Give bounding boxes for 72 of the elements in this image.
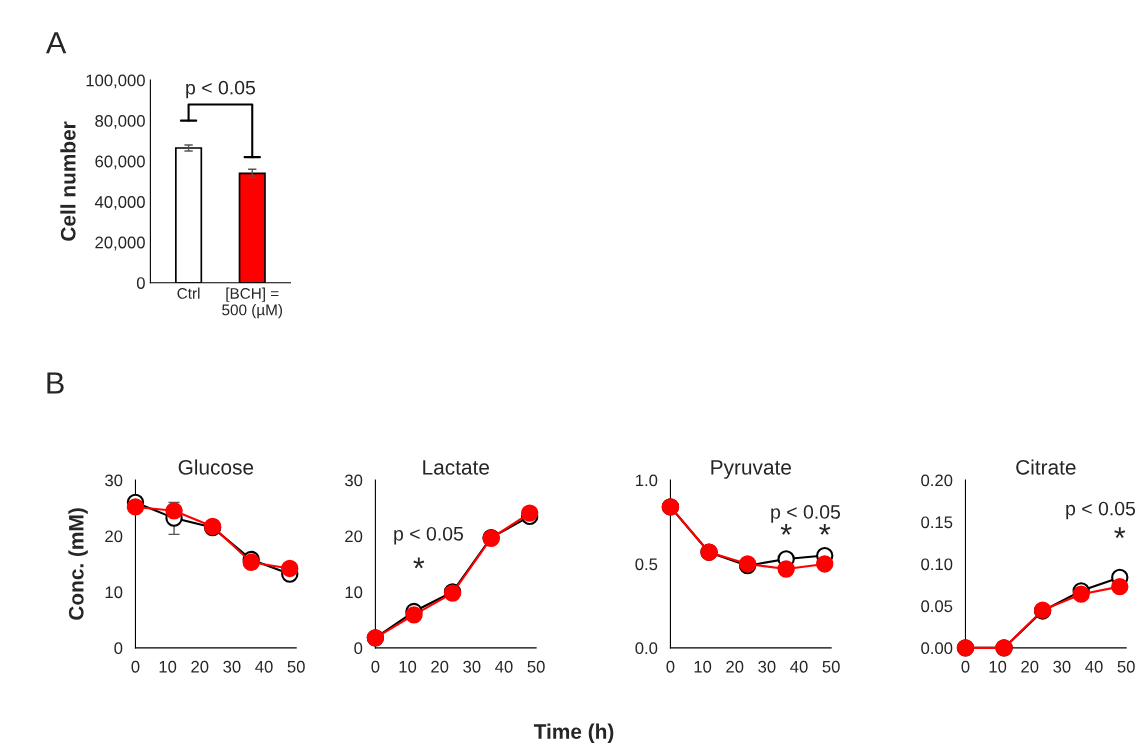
x-tick-label: 40 [790,660,808,673]
y-tick-label: 10 [105,586,123,599]
x-tick-label: 10 [694,660,712,673]
y-tick-label: 20 [345,530,363,543]
text: B [47,372,64,394]
x-tick-label: 40 [495,660,513,673]
text: Time (h) [533,723,614,744]
x-tick-label: 30 [758,660,776,673]
y-axis-title: Conc. (mM) [68,508,88,620]
x-tick-label: 10 [399,660,417,673]
y-tick-label: 30 [105,474,123,487]
x-tick-label: 20 [726,660,744,673]
y-tick-label: 0.10 [921,558,953,571]
y-tick-label: 40,000 [94,196,145,210]
y-tick-label: 0.15 [921,516,953,529]
annotation: p < 0.05 [1066,501,1136,520]
x-tick-label: 0 [961,660,970,673]
x-tick-label: 50 [822,660,840,673]
text: A [45,32,67,54]
point [777,560,795,578]
point [165,502,183,520]
y-tick-label: 0.0 [635,642,658,655]
x-tick-label: 20 [431,660,449,673]
annotation: p < 0.05 [394,526,464,545]
x-tick-label: 40 [255,660,273,673]
y-tick-label: 0 [136,277,145,289]
y-tick-label: 0.05 [921,600,953,613]
y-tick-label: 0 [354,642,363,655]
chart-title: Glucose [178,459,254,475]
x-tick-label: 0 [666,660,675,673]
y-tick-label: 20,000 [95,236,145,251]
annotation: p < 0.05 [186,80,256,99]
x-tick-label: 20 [191,660,209,673]
x-tick-label: 0 [371,660,380,673]
point [281,559,299,578]
y-tick-label: 1.0 [636,474,658,487]
annotation: * [780,524,792,535]
annotation: * [819,524,831,535]
y-tick-label: 30 [344,474,363,487]
x-tick-label: 50 [287,660,305,673]
x-tick-label: 30 [463,660,481,673]
x-tick-label: 40 [1085,660,1103,673]
y-tick-label: 0.5 [635,558,658,571]
x-tick-label: 20 [1021,660,1039,673]
x-tick-label: 50 [1117,660,1135,673]
y-axis-title: Cell number [60,121,76,241]
y-tick-label: 20 [105,530,123,543]
point [126,498,145,516]
chart-title: Lactate [423,460,489,475]
x-tick-label: [BCH] = 500 (µM) [222,287,283,319]
point [405,606,423,624]
y-tick-label: 0 [114,642,123,655]
chart-title: Citrate [1016,459,1076,475]
y-tick-label: 0.20 [921,474,953,487]
point [521,504,539,522]
y-tick-label: 10 [345,586,363,599]
point [816,555,834,573]
point [1111,577,1129,596]
x-tick-label: 50 [527,660,545,673]
x-tick-label: 30 [1053,660,1071,673]
y-tick-label: 100,000 [86,74,145,89]
annotation: * [1114,527,1126,539]
x-tick-label: 10 [159,660,177,673]
y-tick-label: 80,000 [95,115,145,129]
y-tick-label: 60,000 [95,155,145,170]
x-tick-label: 10 [989,660,1007,673]
chart-title: Pyruvate [711,460,791,479]
annotation: * [413,557,425,569]
annotation: p < 0.05 [771,505,841,523]
x-tick-label: Ctrl [177,287,200,299]
x-tick-label: 30 [223,660,241,673]
y-tick-label: 0.00 [921,642,953,655]
